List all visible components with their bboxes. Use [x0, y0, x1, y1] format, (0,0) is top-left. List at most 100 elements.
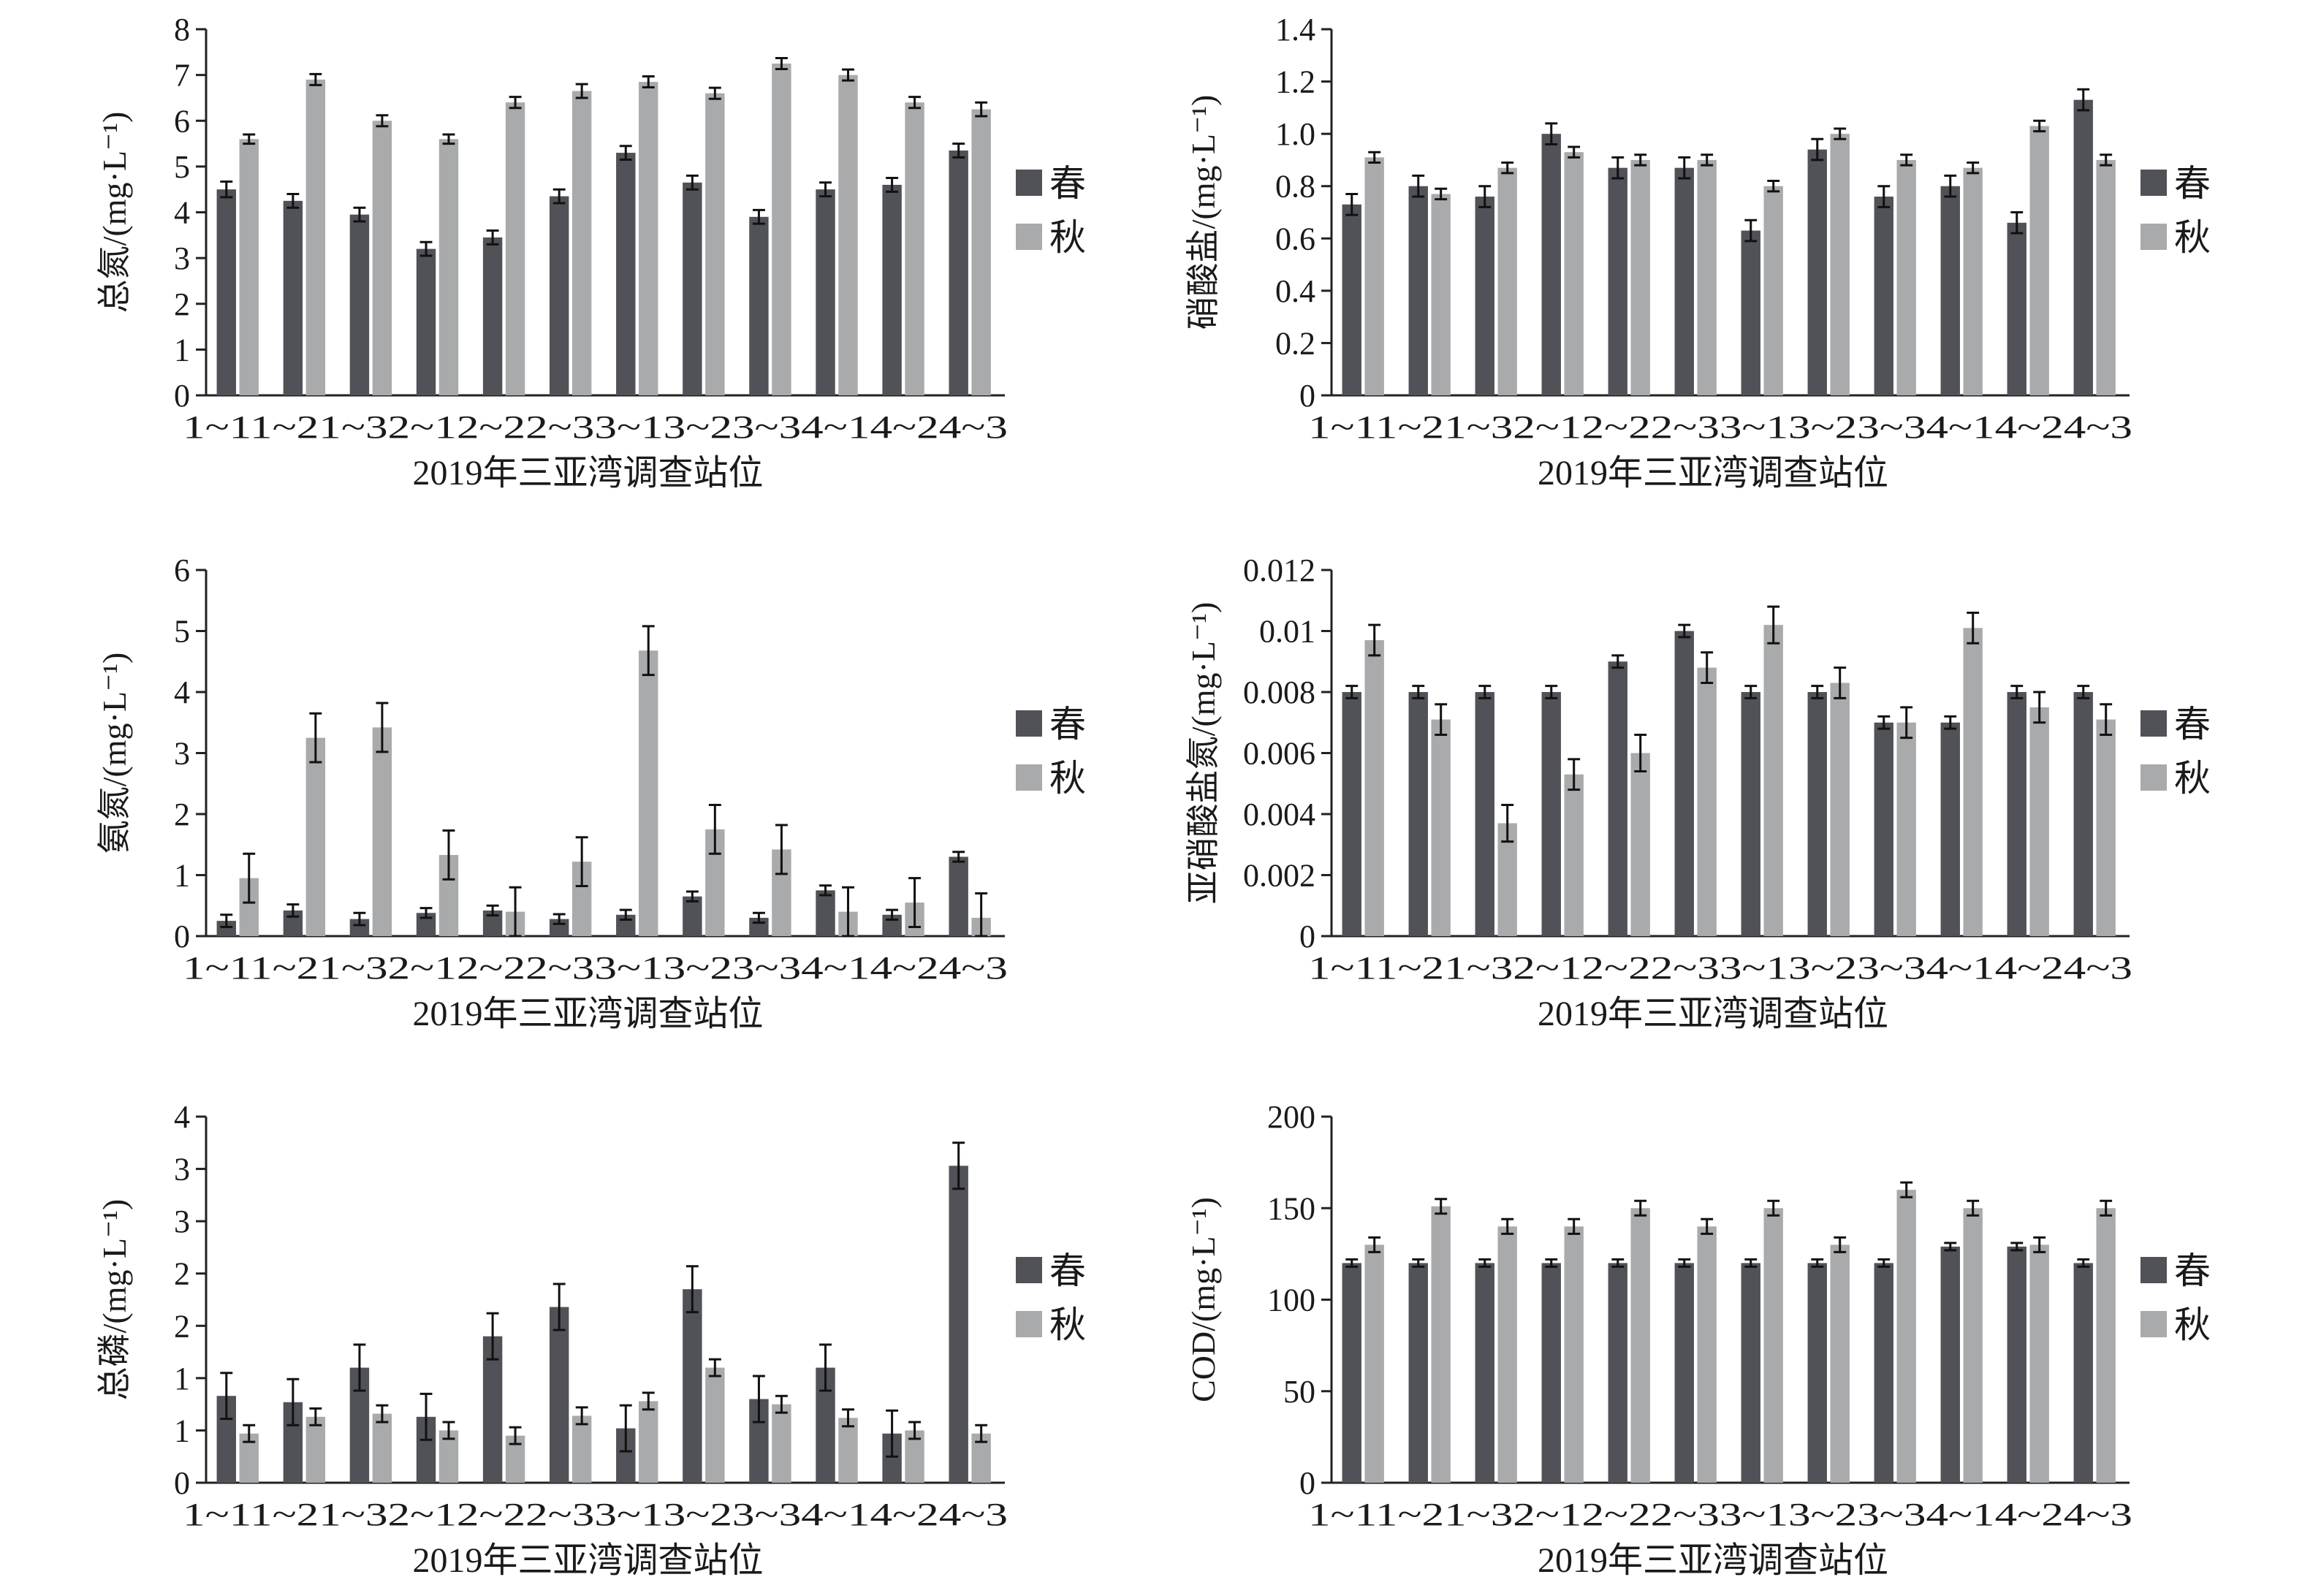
y-tick-label: 5	[174, 149, 190, 185]
bar-autumn-2	[1431, 719, 1451, 936]
bar-spring-4	[416, 248, 436, 395]
bar-autumn-10	[1963, 1208, 1983, 1483]
bar-spring-3	[349, 919, 370, 936]
bar-autumn-2	[305, 1416, 326, 1483]
bar-autumn-7	[639, 650, 658, 936]
bar-spring-5	[1608, 167, 1627, 395]
bar-spring-7	[1741, 692, 1760, 936]
bar-spring-8	[1807, 1263, 1827, 1483]
y-tick-label: 0.01	[1259, 614, 1315, 650]
y-tick-label: 3	[174, 240, 190, 276]
bar-autumn-8	[1830, 1244, 1850, 1483]
bar-autumn-4	[1564, 774, 1584, 936]
bar-spring-4	[1541, 134, 1561, 395]
y-axis-title: 亚硝酸盐氮/(mg·L⁻¹)	[1185, 602, 1222, 905]
bar-spring-10	[1940, 722, 1960, 936]
bar-spring-11	[2007, 692, 2026, 936]
bar-autumn-8	[1830, 683, 1850, 936]
bar-autumn-9	[772, 1404, 791, 1483]
bar-spring-11	[2007, 222, 2026, 395]
y-axis-title: 氨氮/(mg·L⁻¹)	[96, 653, 133, 854]
bar-spring-5	[1608, 661, 1627, 936]
y-tick-label: 0	[174, 919, 190, 954]
y-tick-label: 0.004	[1243, 797, 1315, 832]
chart-panel-4: 0 0.002 0.004 0.006 0.008 0.01 0.012 1~11~21~32…	[1185, 552, 2211, 1033]
bar-spring-4	[1541, 692, 1561, 936]
y-tick-label: 1	[174, 1413, 190, 1448]
bar-autumn-12	[2096, 719, 2116, 936]
bar-autumn-10	[1963, 628, 1983, 936]
bar-autumn-9	[1896, 159, 1916, 395]
y-axis-title: 总氮/(mg·L⁻¹)	[96, 112, 133, 314]
bar-spring-6	[549, 196, 569, 395]
y-tick-label: 0	[1299, 1465, 1315, 1501]
bar-autumn-9	[1896, 722, 1916, 936]
bar-spring-3	[1475, 197, 1494, 395]
y-tick-label: 0	[1299, 919, 1315, 954]
bar-autumn-6	[1697, 159, 1717, 395]
y-tick-label: 3	[174, 1204, 190, 1239]
x-tick-labels: 1~11~21~32~12~22~33~13~23~34~14~24~3	[1308, 1497, 2132, 1532]
bar-autumn-7	[1763, 1208, 1783, 1483]
y-tick-label: 1.0	[1275, 116, 1315, 152]
chart-panel-6: 0 50 100 150 200 1~11~21~32~12~22~33~13~23~34…	[1185, 1099, 2211, 1580]
y-tick-label: 4	[174, 674, 190, 710]
bar-autumn-6	[571, 1416, 592, 1483]
y-tick-label: 0	[1299, 378, 1315, 414]
chart-panel-1: 0 1 2 3 4 5 6 7 8 1~11~21~32~12~22~33~13~23~34~14…	[96, 12, 1086, 493]
bar-spring-10	[816, 189, 835, 395]
bar-autumn-6	[1697, 1226, 1717, 1483]
bar-spring-11	[882, 184, 902, 396]
y-tick-label: 8	[174, 12, 190, 48]
legend-swatch-2	[2140, 224, 2167, 250]
y-tick-label: 0	[174, 1465, 190, 1501]
bar-spring-3	[1475, 692, 1494, 936]
bar-autumn-1	[1364, 157, 1384, 395]
bar-autumn-10	[838, 1418, 858, 1483]
legend-label-2: 秋	[1049, 758, 1086, 799]
legend-label-1: 春	[1049, 704, 1086, 745]
y-tick-label: 7	[174, 58, 190, 94]
bar-spring-7	[1741, 1263, 1760, 1483]
x-axis-title: 2019年三亚湾调查站位	[1538, 454, 1888, 493]
y-tick-label: 1	[174, 858, 190, 894]
y-tick-label: 0.012	[1243, 552, 1315, 588]
y-tick-label: 50	[1283, 1374, 1315, 1410]
bar-autumn-9	[1896, 1190, 1916, 1483]
chart-panel-5: 0 1 1 2 2 3 3 4 1~11~21~32~12~22~33~13~23~34~14~…	[96, 1099, 1086, 1580]
bar-spring-6	[1674, 631, 1694, 936]
bar-spring-8	[1807, 149, 1827, 395]
bar-spring-2	[283, 200, 303, 395]
bar-autumn-1	[1364, 1244, 1384, 1483]
legend-swatch-2	[2140, 764, 2167, 791]
legend-swatch-2	[1016, 764, 1042, 791]
y-tick-label: 5	[174, 614, 190, 650]
bar-spring-5	[482, 1336, 503, 1483]
y-tick-label: 2	[174, 797, 190, 832]
y-tick-label: 0.6	[1275, 221, 1315, 256]
bar-autumn-9	[772, 63, 791, 395]
bar-spring-3	[1475, 1263, 1494, 1483]
bar-spring-4	[1541, 1263, 1561, 1483]
bar-spring-1	[1342, 1263, 1361, 1483]
bar-spring-9	[1874, 197, 1893, 395]
y-tick-label: 4	[174, 195, 190, 231]
bar-autumn-11	[2029, 707, 2049, 936]
bar-autumn-11	[905, 102, 924, 395]
legend-swatch-2	[2140, 1311, 2167, 1337]
bar-spring-11	[2007, 1246, 2026, 1483]
y-tick-label: 4	[174, 1099, 190, 1135]
y-tick-label: 1	[174, 332, 190, 368]
bar-spring-12	[2073, 1263, 2093, 1483]
y-tick-label: 0.006	[1243, 736, 1315, 772]
y-tick-label: 0.4	[1275, 273, 1315, 309]
bar-autumn-6	[1697, 667, 1717, 936]
x-tick-labels: 1~11~21~32~12~22~33~13~23~34~14~24~3	[1308, 950, 2132, 986]
bar-spring-12	[949, 1166, 968, 1483]
bar-spring-2	[1408, 1263, 1428, 1483]
bar-autumn-12	[971, 109, 991, 395]
legend-swatch-1	[1016, 710, 1042, 737]
y-tick-label: 2	[174, 1256, 190, 1292]
bar-autumn-7	[639, 1401, 658, 1483]
bar-autumn-8	[705, 93, 725, 396]
